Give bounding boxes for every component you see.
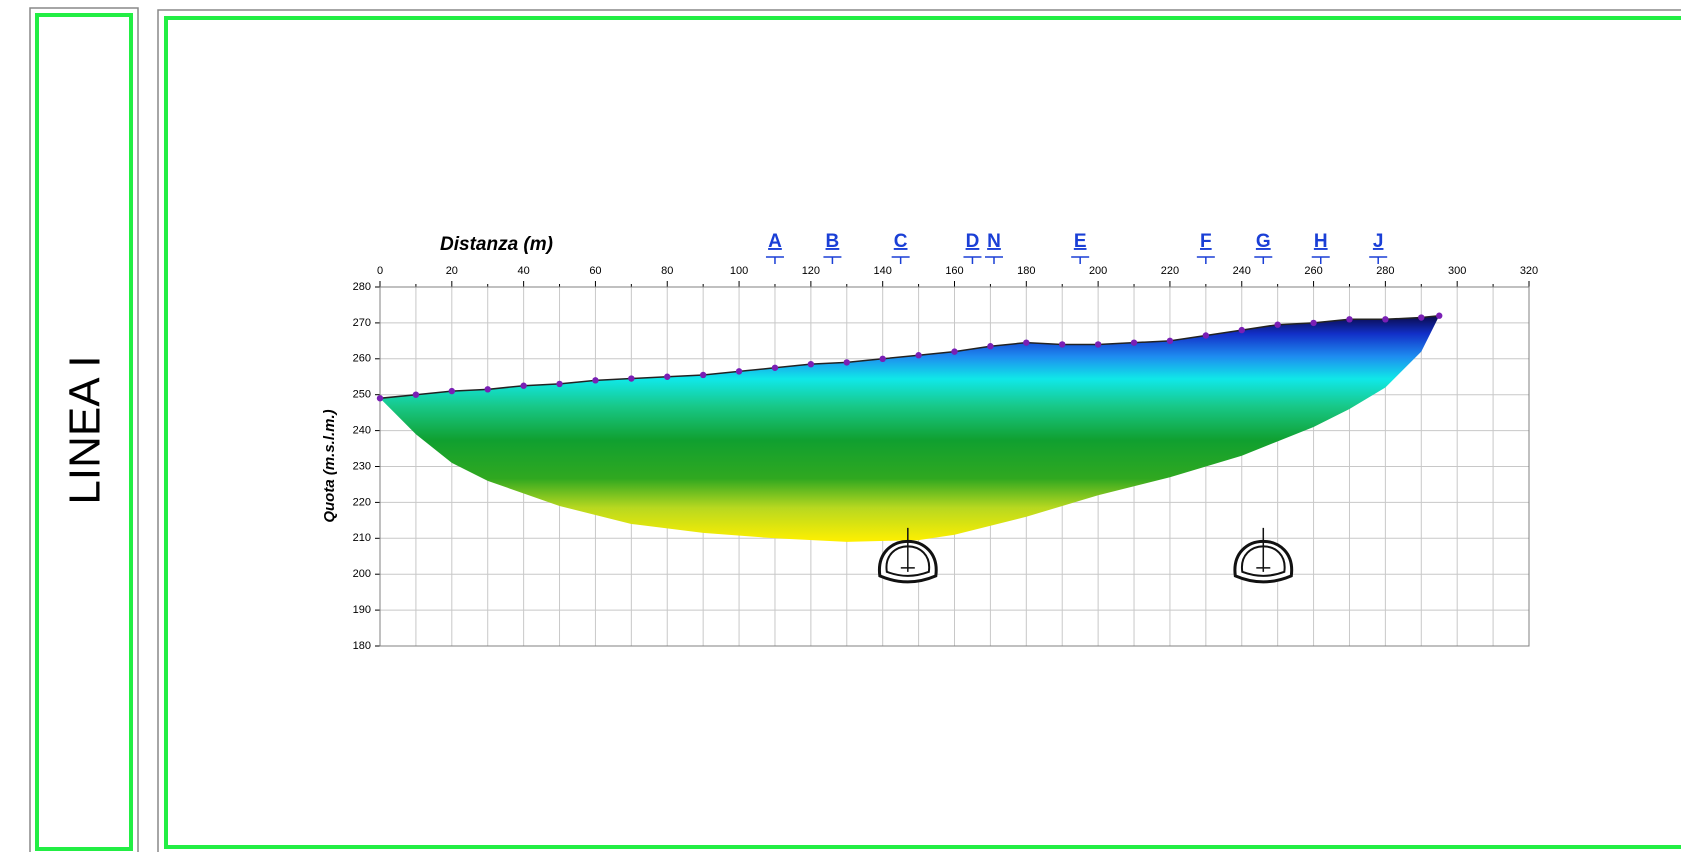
surface-point	[1310, 319, 1317, 327]
y-tick-label: 190	[353, 604, 371, 616]
x-tick-label: 40	[518, 265, 530, 277]
surface-point	[412, 391, 420, 398]
x-tick-label: 100	[730, 265, 748, 277]
surface-point	[1418, 314, 1425, 321]
surface-point	[556, 380, 563, 388]
marker-tick	[765, 256, 784, 264]
tunnel-axis	[1256, 527, 1271, 572]
surface-point	[484, 386, 491, 393]
marker-tick	[1254, 256, 1273, 264]
x-tick-label: 220	[1161, 265, 1179, 277]
marker-tick	[963, 256, 982, 264]
marker-label: E	[1074, 231, 1087, 252]
marker-label: G	[1256, 231, 1271, 252]
surface-point	[520, 382, 527, 389]
marker-label: B	[826, 231, 840, 252]
marker-tick	[1071, 256, 1090, 264]
y-axis-label: Quota (m.s.l.m.)	[321, 409, 338, 522]
x-tick-label: 20	[446, 265, 458, 277]
x-tick-label: 80	[661, 265, 673, 277]
right-panel-border	[157, 9, 1681, 852]
x-tick-label: 300	[1448, 265, 1466, 277]
x-tick-label: 120	[802, 265, 820, 277]
y-tick-label: 270	[353, 317, 371, 329]
y-tick-label: 280	[353, 281, 371, 293]
tunnel-inner	[1241, 545, 1286, 577]
surface-point	[448, 387, 456, 395]
surface-point	[628, 375, 635, 382]
y-tick-label: 210	[353, 532, 371, 544]
tunnel	[878, 527, 938, 584]
marker-label: A	[768, 231, 782, 252]
marker-label: F	[1200, 231, 1212, 252]
surface-point	[664, 373, 671, 380]
y-tick-label: 230	[353, 460, 371, 472]
x-tick-label: 280	[1376, 265, 1394, 277]
tunnel-axis	[900, 527, 915, 572]
surface-point	[1274, 321, 1281, 328]
plot-frame	[379, 286, 1530, 647]
x-tick-label: 200	[1089, 265, 1107, 277]
x-tick-label: 180	[1017, 265, 1035, 277]
x-tick-label: 140	[874, 265, 892, 277]
surface-point	[1346, 316, 1353, 323]
x-tick-label: 60	[589, 265, 601, 277]
marker-tick	[1311, 256, 1330, 264]
surface-point	[951, 348, 958, 355]
surface-point	[1094, 341, 1102, 348]
left-panel-frame	[35, 13, 133, 851]
y-tick-label: 260	[353, 353, 371, 365]
surface-point	[771, 364, 779, 371]
surface-point	[807, 360, 815, 368]
y-tick-label: 180	[353, 640, 371, 652]
section-body	[380, 315, 1440, 542]
surface-point	[915, 352, 922, 359]
y-tick-label: 220	[353, 496, 371, 508]
x-tick-label: 320	[1520, 265, 1538, 277]
surface-point	[1130, 339, 1138, 346]
marker-label: C	[894, 231, 908, 252]
y-tick-label: 250	[353, 389, 371, 401]
right-panel-frame	[164, 16, 1681, 849]
surface-point	[1238, 326, 1245, 334]
marker-label: N	[987, 231, 1001, 252]
surface-point	[843, 359, 850, 366]
marker-tick	[823, 256, 842, 264]
surface-point	[987, 343, 994, 350]
surface-point	[879, 355, 886, 362]
left-panel-border	[29, 7, 139, 852]
marker-tick	[1196, 256, 1215, 264]
marker-tick	[984, 256, 1003, 264]
surface-point	[735, 368, 743, 375]
surface-point	[1202, 332, 1210, 339]
panel-title: LINEA I	[61, 355, 110, 504]
y-tick-label: 200	[353, 568, 371, 580]
surface-point	[1023, 339, 1030, 346]
surface-point	[1382, 316, 1389, 323]
surface-point	[1166, 337, 1174, 345]
x-tick-label: 160	[945, 265, 963, 277]
tunnel	[1233, 527, 1293, 584]
surface-point	[1059, 341, 1066, 348]
marker-label: D	[966, 231, 980, 252]
marker-tick	[1369, 256, 1388, 264]
marker-tick	[891, 256, 910, 264]
marker-label: H	[1314, 231, 1328, 252]
x-tick-label: 260	[1304, 265, 1322, 277]
surface-point	[376, 395, 384, 402]
surface-point	[1436, 312, 1443, 319]
marker-label: J	[1373, 231, 1384, 252]
x-tick-label: 240	[1233, 265, 1251, 277]
x-tick-label: 0	[377, 265, 383, 277]
surface-point	[592, 377, 599, 384]
y-tick-label: 240	[353, 425, 371, 437]
surface-point	[699, 371, 707, 379]
tunnel-inner	[885, 545, 930, 577]
x-axis-label: Distanza (m)	[440, 234, 553, 255]
